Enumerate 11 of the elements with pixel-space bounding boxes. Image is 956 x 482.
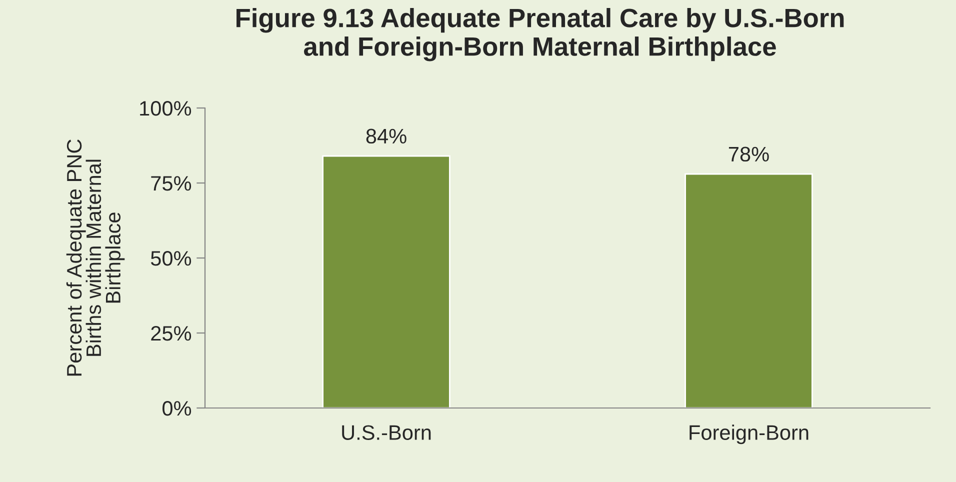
data-label: 78%	[728, 146, 769, 162]
x-tick-label: Foreign-Born	[690, 424, 808, 444]
y-tick-label: 100%	[140, 101, 192, 116]
y-axis-title: Percent of Adequate PNC Births within Maternal Birthplace	[66, 140, 125, 376]
y-tick-label: 0%	[162, 401, 192, 416]
y-tick-label: 25%	[151, 326, 192, 341]
y-tick-label: 75%	[151, 176, 192, 191]
x-tick-label: U.S.-Born	[342, 425, 431, 440]
chart-title: Figure 9.13 Adequate Prenatal Care by U.S.-Born and Foreign-Born Maternal Birthplace	[236, 8, 844, 62]
y-tick-label: 50%	[150, 251, 192, 266]
data-label: 84%	[366, 128, 406, 144]
